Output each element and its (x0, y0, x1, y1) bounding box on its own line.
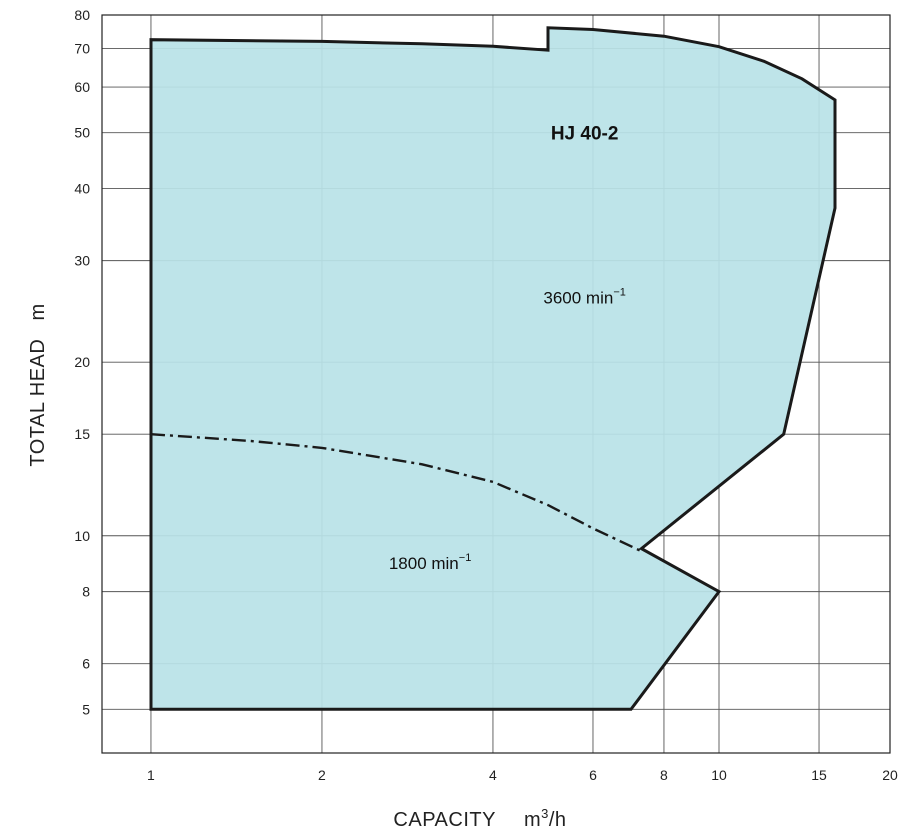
x-tick-label: 6 (589, 767, 597, 783)
x-tick-label: 4 (489, 767, 497, 783)
speed-label: 3600 min−1 (543, 286, 625, 307)
x-tick-label: 20 (882, 767, 898, 783)
y-tick-label: 6 (82, 656, 90, 672)
y-tick-label: 70 (74, 40, 90, 56)
operating-range-fill (151, 27, 835, 710)
divider-curve-layer (150, 433, 642, 553)
operating-range-outline (149, 26, 837, 711)
x-tick-labels: 1 2 4 6 8 10 15 20 (147, 767, 898, 783)
y-tick-label: 80 (74, 7, 90, 23)
x-tick-label: 1 (147, 767, 155, 783)
y-tick-label: 20 (74, 354, 90, 370)
model-label: HJ 40-2 (551, 124, 619, 145)
annotations: HJ 40-2 3600 min−1 1800 min−1 (389, 124, 626, 573)
speed-label: 1800 min−1 (389, 552, 471, 573)
operating-range-layer (149, 26, 837, 711)
y-tick-label: 50 (74, 125, 90, 141)
y-tick-label: 30 (74, 253, 90, 269)
x-tick-label: 10 (711, 767, 727, 783)
y-tick-label: 15 (74, 426, 90, 442)
divider-curve-1800-3600 (150, 433, 642, 553)
x-tick-label: 15 (811, 767, 827, 783)
x-tick-label: 8 (660, 767, 668, 783)
y-tick-label: 10 (74, 528, 90, 544)
y-axis-title: TOTAL HEAD m (27, 303, 49, 466)
plot-frame (101, 14, 891, 754)
x-axis-title: CAPACITY m3/h (393, 806, 566, 831)
y-tick-label: 40 (74, 181, 90, 197)
x-tick-label: 2 (318, 767, 326, 783)
y-tick-label: 5 (82, 701, 90, 717)
y-tick-labels: 5 6 8 10 15 20 30 40 50 60 70 80 (74, 7, 90, 717)
y-tick-label: 8 (82, 584, 90, 600)
plot-frame-layer (101, 14, 891, 754)
y-tick-label: 60 (74, 79, 90, 95)
